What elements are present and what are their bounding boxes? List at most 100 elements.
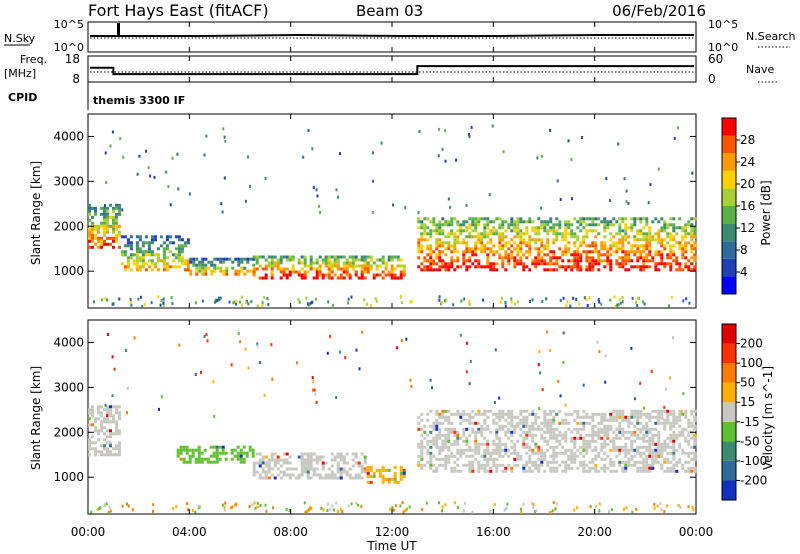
echo-cell — [537, 451, 541, 455]
echo-cell — [486, 451, 490, 455]
echo-cell — [420, 262, 424, 266]
echo-cell — [507, 241, 511, 245]
echo-cell — [480, 232, 484, 236]
echo-cell — [516, 223, 520, 227]
echo-cell — [582, 454, 586, 458]
echo-cell — [174, 265, 178, 269]
echo-cell — [573, 256, 577, 260]
echo-cell — [636, 412, 640, 416]
echo-cell — [636, 244, 640, 248]
echo-cell — [531, 501, 534, 505]
echo-cell — [483, 466, 487, 470]
echo-cell — [440, 302, 442, 306]
echo-cell — [144, 268, 148, 272]
echo-cell — [585, 439, 589, 443]
echo-cell — [180, 247, 184, 251]
echo-cell — [570, 259, 574, 263]
echo-cell — [537, 232, 541, 236]
echo-cell — [564, 253, 568, 257]
echo-cell — [327, 467, 331, 471]
echo-cell — [417, 445, 421, 449]
echo-cell — [393, 276, 397, 280]
echo-cell — [420, 466, 424, 470]
echo-cell — [690, 226, 694, 230]
echo-cell — [486, 247, 490, 251]
echo-cell — [252, 273, 256, 277]
echo-cell — [561, 433, 565, 437]
echo-cell — [165, 235, 169, 239]
echo-cell — [261, 458, 265, 462]
echo-cell — [597, 421, 601, 425]
echo-cell — [297, 258, 301, 262]
echo-cell — [191, 451, 195, 455]
echo-cell — [486, 427, 490, 431]
echo-cell — [498, 439, 502, 443]
echo-cell — [528, 457, 532, 461]
echo-cell — [97, 438, 100, 442]
echo-cell — [480, 427, 484, 431]
echo-cell — [498, 424, 502, 428]
echo-cell — [459, 415, 463, 419]
echo-cell — [450, 217, 454, 221]
echo-cell — [321, 464, 325, 468]
echo-cell — [468, 247, 472, 251]
echo-cell — [393, 480, 397, 484]
echo-cell — [429, 247, 433, 251]
echo-cell — [528, 217, 532, 221]
echo-cell — [681, 250, 685, 254]
echo-cell — [111, 394, 114, 398]
echo-cell — [600, 421, 604, 425]
echo-cell — [669, 256, 673, 260]
echo-cell — [198, 263, 202, 267]
echo-cell — [525, 424, 529, 428]
echo-cell — [677, 504, 680, 507]
echo-cell — [504, 433, 508, 437]
echo-cell — [648, 442, 652, 446]
echo-cell — [300, 458, 304, 462]
echo-cell — [426, 232, 430, 236]
echo-cell — [666, 418, 670, 422]
echo-cell — [654, 268, 658, 272]
echo-cell — [432, 250, 436, 254]
echo-cell — [266, 297, 269, 301]
echo-cell — [525, 250, 529, 254]
echo-cell — [486, 262, 490, 266]
echo-cell — [690, 421, 694, 425]
echo-cell — [435, 466, 439, 470]
echo-cell — [223, 505, 226, 509]
echo-cell — [552, 445, 556, 449]
echo-cell — [402, 510, 405, 514]
echo-cell — [112, 236, 115, 240]
echo-cell — [621, 229, 625, 233]
echo-cell — [483, 463, 487, 467]
echo-cell — [693, 469, 697, 473]
echo-cell — [426, 247, 430, 251]
echo-cell — [330, 470, 334, 474]
echo-cell — [312, 267, 316, 271]
echo-cell — [417, 460, 421, 464]
echo-cell — [687, 460, 691, 464]
echo-cell — [201, 299, 204, 303]
echo-cell — [90, 510, 93, 514]
echo-cell — [438, 412, 442, 416]
echo-cell — [109, 405, 112, 409]
echo-cell — [606, 262, 610, 266]
echo-cell — [561, 259, 565, 263]
echo-cell — [381, 465, 385, 469]
echo-cell — [342, 255, 346, 259]
colorbar-segment — [722, 343, 736, 364]
echo-cell — [201, 257, 205, 261]
echo-cell — [522, 220, 526, 224]
echo-cell — [426, 226, 430, 230]
echo-cell — [522, 418, 526, 422]
echo-cell — [588, 439, 592, 443]
echo-cell — [546, 330, 549, 334]
echo-cell — [630, 421, 634, 425]
echo-cell — [450, 256, 454, 260]
echo-cell — [597, 232, 601, 236]
echo-cell — [654, 250, 658, 254]
echo-cell — [327, 264, 331, 268]
echo-cell — [177, 265, 181, 269]
echo-cell — [645, 415, 649, 419]
echo-cell — [138, 265, 142, 269]
